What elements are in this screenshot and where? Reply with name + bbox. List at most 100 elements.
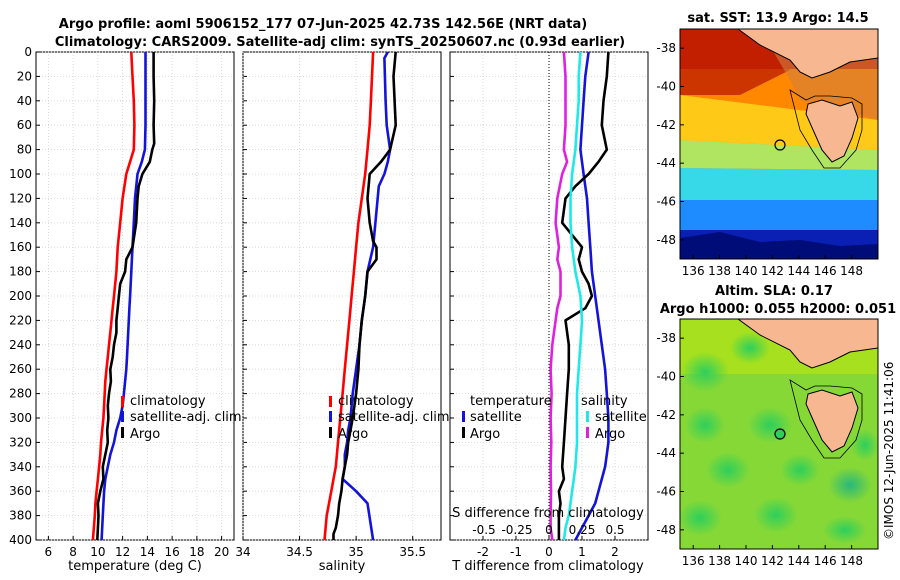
mainland-shape [737, 319, 878, 369]
map-x-tick-label: 140 [735, 554, 758, 568]
legend-heading-salinity: salinity [581, 394, 628, 409]
sst-map-title: sat. SST: 13.9 Argo: 14.5 [687, 11, 868, 26]
y-tick-label: 300 [9, 411, 32, 425]
x-tick-label: 2 [611, 545, 619, 559]
sla-map-frame [679, 318, 879, 550]
sst-map: sat. SST: 13.9 Argo: 14.5 -38 -40 -42 -44 -4… [656, 11, 879, 278]
legend-label-salinity-argo: Argo [595, 427, 625, 442]
legend-label-temperature-argo: Argo [470, 427, 500, 442]
y-tick-label: 80 [17, 143, 32, 157]
map-y-tick-label: -42 [656, 408, 676, 422]
map-x-tick-label: 136 [682, 264, 705, 278]
sla-map: Altim. SLA: 0.17 Argo h1000: 0.055 h2000… [656, 284, 896, 568]
series-line-argo [332, 51, 398, 540]
legend-label-temperature-satellite: satellite [470, 410, 522, 425]
sla-map-yticks: -38 -40 -42 -44 -46 -48 [656, 331, 684, 537]
x-tick-label: 34 [235, 545, 250, 559]
map-x-tick-label: 144 [787, 264, 810, 278]
y-tick-label: 0 [24, 45, 32, 59]
difference-series [549, 51, 610, 541]
top-tick-label: 0.25 [569, 523, 596, 537]
top-tick-label: -0.25 [501, 523, 532, 537]
x-tick-label: 1 [578, 545, 586, 559]
sla-blob [780, 454, 820, 486]
sst-map-xticks: 136 138 140 142 144 146 148 [682, 255, 863, 278]
legend-swatch-argo [329, 427, 332, 438]
map-y-tick-label: -40 [656, 370, 676, 384]
sla-blob [730, 332, 770, 364]
legend-label-climatology: climatology [130, 394, 206, 409]
legend-label-climatology: climatology [338, 394, 414, 409]
sla-map-title: Altim. SLA: 0.17 [715, 284, 833, 299]
x-tick-label: 14 [140, 545, 155, 559]
legend-label-satellite-adj: satellite-adj. clim [338, 410, 450, 425]
series-line-climatology [91, 51, 136, 541]
salinity-xlabel: salinity [319, 559, 366, 574]
figure-title-line1: Argo profile: aoml 5906152_177 07-Jun-20… [59, 17, 587, 32]
x-tick-label: -2 [477, 545, 489, 559]
difference-xlabel: T difference from climatology [451, 559, 644, 574]
map-x-tick-label: 138 [708, 264, 731, 278]
map-x-tick-label: 142 [761, 264, 784, 278]
series-line-temperature-argo [557, 51, 610, 540]
x-tick-label: 35.5 [399, 545, 426, 559]
y-tick-label: 100 [9, 167, 32, 181]
map-x-tick-label: 140 [735, 264, 758, 278]
temperature-yticks: 0 20 40 60 80 100 120 140 160 180 200 220 240 260 280 3… [9, 45, 32, 547]
series-line-salinity-argo [549, 51, 569, 541]
sst-field [680, 29, 878, 259]
salinity-series [323, 51, 398, 541]
x-tick-label: 18 [189, 545, 204, 559]
y-tick-label: 180 [9, 265, 32, 279]
map-y-tick-label: -44 [656, 156, 676, 170]
x-tick-label: 12 [115, 545, 130, 559]
temperature-grid [36, 51, 234, 541]
tasmania-shape [805, 99, 859, 163]
shelf-contour [789, 379, 863, 459]
y-tick-label: 400 [9, 533, 32, 547]
map-x-tick-label: 144 [787, 554, 810, 568]
sla-map-subtitle: Argo h1000: 0.055 h2000: 0.051 [660, 302, 896, 317]
temperature-xlabel: temperature (deg C) [68, 559, 202, 574]
y-tick-label: 280 [9, 387, 32, 401]
difference-xticks: -2 -1 0 1 2 [477, 545, 619, 559]
temperature-panel: 0 20 40 60 80 100 120 140 160 180 200 220 240 260 280 3… [9, 45, 242, 574]
sla-blob [851, 429, 878, 461]
x-tick-label: 34.5 [286, 545, 313, 559]
y-tick-label: 320 [9, 435, 32, 449]
map-y-tick-label: -46 [656, 485, 676, 499]
legend-swatch-argo [121, 427, 124, 438]
series-line-argo [96, 52, 156, 541]
temperature-legend: climatology satellite-adj. clim Argo [121, 394, 242, 442]
top-tick-label: -0.5 [472, 523, 495, 537]
sla-map-xticks: 136 138 140 142 144 146 148 [682, 545, 863, 568]
y-tick-label: 200 [9, 289, 32, 303]
map-x-tick-label: 138 [708, 554, 731, 568]
x-tick-label: 10 [90, 545, 105, 559]
argo-position-marker [774, 139, 786, 151]
tasmania-shape [805, 389, 859, 453]
sla-blob [823, 516, 867, 544]
argo-position-marker [774, 428, 786, 440]
x-tick-label: 35 [349, 545, 364, 559]
map-x-tick-label: 136 [682, 554, 705, 568]
sst-map-frame [679, 28, 879, 260]
legend-label-salinity-satellite: satellite [595, 410, 647, 425]
x-tick-label: 16 [164, 545, 179, 559]
mainland-shape [737, 29, 878, 79]
legend-swatch-temperature-argo [462, 427, 465, 438]
difference-legend: temperature satellite Argo salinity sate… [462, 394, 647, 442]
legend-swatch-climatology [329, 396, 332, 407]
top-tick-label: 0.5 [605, 523, 624, 537]
map-y-tick-label: -48 [656, 523, 676, 537]
sst-band-darkest [680, 232, 878, 259]
sst-band-cyan [680, 168, 878, 200]
x-tick-label: 20 [214, 545, 229, 559]
salinity-legend: climatology satellite-adj. clim Argo [329, 394, 450, 442]
sla-blob [748, 407, 792, 443]
map-y-tick-label: -48 [656, 233, 676, 247]
top-tick-label: 0 [545, 523, 553, 537]
y-tick-label: 40 [17, 94, 32, 108]
sla-field [680, 319, 878, 549]
